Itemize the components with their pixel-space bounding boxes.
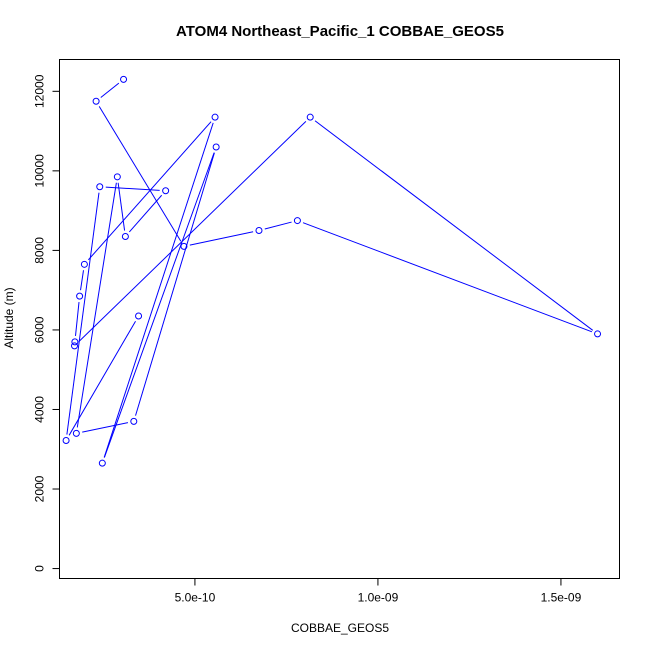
data-point xyxy=(71,342,79,350)
series-segment xyxy=(117,182,126,231)
data-point xyxy=(121,232,129,240)
chart-title: ATOM4 Northeast_Pacific_1 COBBAE_GEOS5 xyxy=(176,23,504,40)
series-segment xyxy=(314,120,594,331)
data-point xyxy=(120,75,128,83)
series-segment xyxy=(78,120,307,343)
x-tick-label: 1.5e-09 xyxy=(541,591,582,605)
series-segment xyxy=(98,106,182,242)
data-point xyxy=(211,113,219,121)
series-0 xyxy=(62,75,602,467)
data-point xyxy=(130,417,138,425)
y-tick-label: 0 xyxy=(33,565,47,572)
data-point xyxy=(113,173,121,181)
data-point xyxy=(306,113,314,121)
data-point xyxy=(71,338,79,346)
series-segment xyxy=(76,182,117,428)
x-tick-label: 1.0e-09 xyxy=(358,591,399,605)
series-segment xyxy=(128,194,163,233)
y-axis-title: Altitude (m) xyxy=(2,287,16,348)
data-point xyxy=(594,330,602,338)
series-segment xyxy=(74,302,80,336)
x-axis-title: COBBAE_GEOS5 xyxy=(291,621,389,635)
data-point xyxy=(76,292,84,300)
series-segment xyxy=(189,231,254,246)
y-axis: 0 2000 4000 6000 8000 10000 12000 xyxy=(33,74,60,572)
y-tick-label: 12000 xyxy=(33,74,47,108)
data-point xyxy=(96,183,104,191)
series-segment xyxy=(103,152,215,458)
series-segment xyxy=(264,221,292,230)
data-point xyxy=(180,242,188,250)
data-point xyxy=(212,143,220,151)
series-segment xyxy=(103,122,214,458)
data-point xyxy=(80,260,88,268)
data-point xyxy=(92,97,100,105)
series-segment xyxy=(302,222,593,333)
y-tick-label: 8000 xyxy=(33,237,47,264)
series-layer xyxy=(62,75,602,467)
data-point xyxy=(293,217,301,225)
y-tick-label: 10000 xyxy=(33,154,47,188)
plot-frame xyxy=(59,59,620,579)
data-point xyxy=(98,459,106,467)
y-tick-label: 6000 xyxy=(33,316,47,343)
data-point xyxy=(255,227,263,235)
series-segment xyxy=(87,121,212,261)
series-segment xyxy=(135,152,215,416)
series-segment xyxy=(100,82,120,98)
series-segment xyxy=(105,186,160,191)
series-segment xyxy=(80,270,84,291)
series-segment xyxy=(68,320,136,436)
y-tick-label: 2000 xyxy=(33,475,47,502)
series-segment xyxy=(66,192,100,435)
data-point xyxy=(72,429,80,437)
data-point xyxy=(135,312,143,320)
x-axis: 5.0e-10 1.0e-09 1.5e-09 xyxy=(175,578,582,605)
series-segment xyxy=(82,422,129,433)
x-tick-label: 5.0e-10 xyxy=(175,591,216,605)
data-point xyxy=(62,436,70,444)
data-point xyxy=(162,187,170,195)
y-tick-label: 4000 xyxy=(33,396,47,423)
